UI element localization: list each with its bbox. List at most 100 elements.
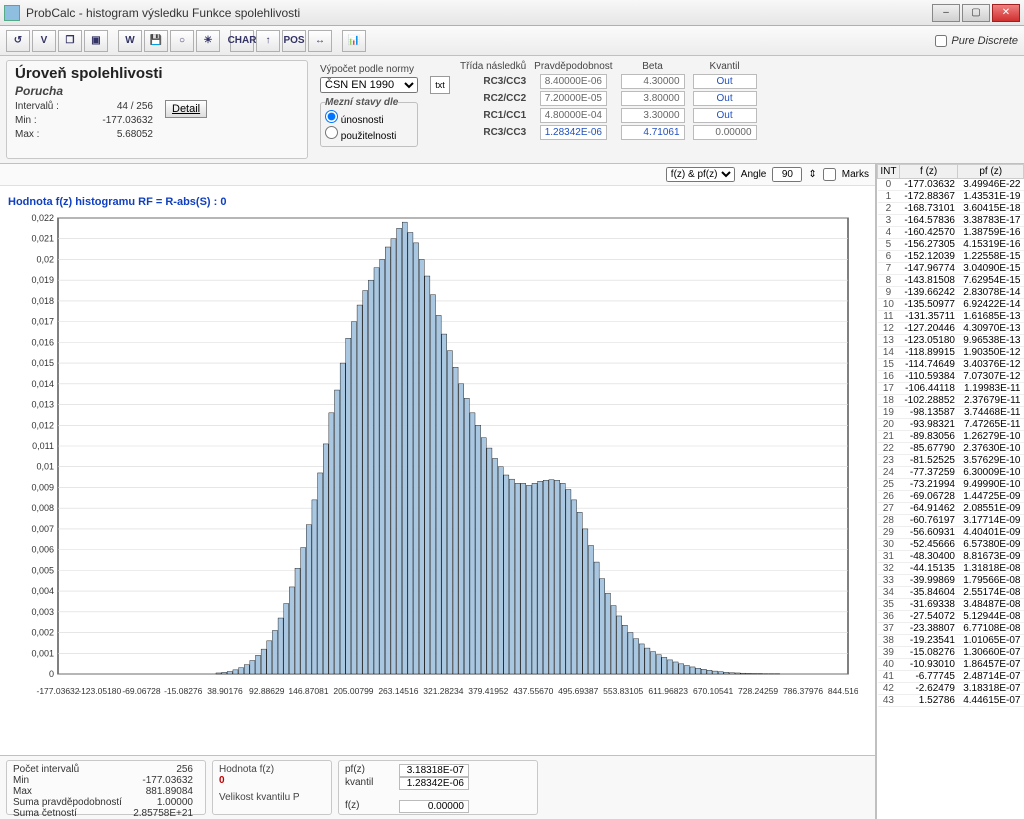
table-row[interactable]: 32-44.151351.31818E-08 bbox=[878, 563, 1024, 575]
svg-text:321.28234: 321.28234 bbox=[423, 686, 463, 696]
fz-output: 0.00000 bbox=[399, 800, 469, 813]
table-row[interactable]: 23-81.525253.57629E-10 bbox=[878, 455, 1024, 467]
table-row[interactable]: 22-85.677902.37630E-10 bbox=[878, 443, 1024, 455]
table-row[interactable]: 5-156.273054.15319E-16 bbox=[878, 239, 1024, 251]
detail-button[interactable]: Detail bbox=[165, 100, 207, 118]
table-row[interactable]: 29-56.609314.40401E-09 bbox=[878, 527, 1024, 539]
table-row[interactable]: 25-73.219949.49990E-10 bbox=[878, 479, 1024, 491]
table-row[interactable]: 41-6.777452.48714E-07 bbox=[878, 671, 1024, 683]
table-row[interactable]: 3-164.578363.38783E-17 bbox=[878, 215, 1024, 227]
close-button[interactable]: ✕ bbox=[992, 4, 1020, 22]
table-row[interactable]: 14-118.899151.90350E-12 bbox=[878, 347, 1024, 359]
svg-text:0,007: 0,007 bbox=[31, 524, 54, 534]
table-row[interactable]: 27-64.914622.08551E-09 bbox=[878, 503, 1024, 515]
table-row[interactable]: 4-160.425701.38759E-16 bbox=[878, 227, 1024, 239]
table-row[interactable]: 39-15.082761.30660E-07 bbox=[878, 647, 1024, 659]
table-row[interactable]: 15-114.746493.40376E-12 bbox=[878, 359, 1024, 371]
toolbar-button-5[interactable]: 💾 bbox=[144, 30, 168, 52]
chart-mode-select[interactable]: f(z) & pf(z) bbox=[666, 167, 735, 182]
pure-discrete-checkbox[interactable] bbox=[935, 35, 947, 47]
limit-states-fieldset: Mezní stavy dle únosnosti použitelnosti bbox=[320, 97, 418, 147]
toolbar-button-8[interactable]: CHAR bbox=[230, 30, 254, 52]
table-row[interactable]: 21-89.830561.26279E-10 bbox=[878, 431, 1024, 443]
table-row[interactable]: 13-123.051809.96538E-13 bbox=[878, 335, 1024, 347]
toolbar-button-4[interactable]: W bbox=[118, 30, 142, 52]
table-row[interactable]: 20-93.983217.47265E-11 bbox=[878, 419, 1024, 431]
table-row[interactable]: 16-110.593847.07307E-12 bbox=[878, 371, 1024, 383]
svg-text:0: 0 bbox=[49, 669, 54, 679]
window-title: ProbCalc - histogram výsledku Funkce spo… bbox=[26, 6, 932, 20]
table-row[interactable]: 42-2.624793.18318E-07 bbox=[878, 683, 1024, 695]
reliability-panel: Úroveň spolehlivosti Porucha Intervalů :… bbox=[6, 60, 308, 159]
table-row[interactable]: 18-102.288522.37679E-11 bbox=[878, 395, 1024, 407]
data-table-panel[interactable]: INTf (z)pf (z)0-177.036323.49946E-221-17… bbox=[876, 164, 1024, 819]
table-row[interactable]: 8-143.815087.62954E-15 bbox=[878, 275, 1024, 287]
table-row[interactable]: 6-152.120391.22558E-15 bbox=[878, 251, 1024, 263]
toolbar: ↺V❐▣W💾○☀CHAR↑POS↔📊 Pure Discrete bbox=[0, 26, 1024, 56]
svg-text:146.87081: 146.87081 bbox=[288, 686, 328, 696]
table-row[interactable]: 34-35.846042.55174E-08 bbox=[878, 587, 1024, 599]
toolbar-button-12[interactable]: 📊 bbox=[342, 30, 366, 52]
toolbar-button-10[interactable]: POS bbox=[282, 30, 306, 52]
svg-text:0,004: 0,004 bbox=[31, 586, 54, 596]
table-row[interactable]: 17-106.441181.19983E-11 bbox=[878, 383, 1024, 395]
svg-text:0,019: 0,019 bbox=[31, 275, 54, 285]
table-row[interactable]: 12-127.204464.30970E-13 bbox=[878, 323, 1024, 335]
svg-text:-177.03632: -177.03632 bbox=[36, 686, 79, 696]
table-row[interactable]: 11-131.357111.61685E-13 bbox=[878, 311, 1024, 323]
marks-label: Marks bbox=[842, 169, 869, 180]
svg-text:0,002: 0,002 bbox=[31, 628, 54, 638]
svg-text:0,018: 0,018 bbox=[31, 296, 54, 306]
table-row[interactable]: 0-177.036323.49946E-22 bbox=[878, 179, 1024, 191]
svg-text:379.41952: 379.41952 bbox=[468, 686, 508, 696]
table-row[interactable]: 38-19.235411.01065E-07 bbox=[878, 635, 1024, 647]
svg-text:263.14516: 263.14516 bbox=[378, 686, 418, 696]
table-row[interactable]: 9-139.662422.83078E-14 bbox=[878, 287, 1024, 299]
toolbar-button-9[interactable]: ↑ bbox=[256, 30, 280, 52]
angle-label: Angle bbox=[741, 169, 767, 180]
table-row[interactable]: 33-39.998691.79566E-08 bbox=[878, 575, 1024, 587]
toolbar-button-0[interactable]: ↺ bbox=[6, 30, 30, 52]
fz-panel: Hodnota f(z) 0 Velikost kvantilu P bbox=[212, 760, 332, 815]
toolbar-button-1[interactable]: V bbox=[32, 30, 56, 52]
table-row[interactable]: 28-60.761973.17714E-09 bbox=[878, 515, 1024, 527]
opt-pouzitelnosti[interactable] bbox=[325, 126, 338, 139]
svg-text:495.69387: 495.69387 bbox=[558, 686, 598, 696]
toolbar-button-3[interactable]: ▣ bbox=[84, 30, 108, 52]
chart-area: Hodnota f(z) histogramu RF = R-abs(S) : … bbox=[0, 186, 875, 755]
chart-toolbar: f(z) & pf(z) Angle ⇕ Marks bbox=[0, 164, 875, 186]
maximize-button[interactable]: ▢ bbox=[962, 4, 990, 22]
app-icon bbox=[4, 5, 20, 21]
opt-unosnosti[interactable] bbox=[325, 110, 338, 123]
norm-select[interactable]: ČSN EN 1990 bbox=[320, 77, 418, 93]
angle-spinner-icon[interactable]: ⇕ bbox=[808, 169, 816, 180]
angle-input[interactable] bbox=[772, 167, 802, 182]
config-panels: Úroveň spolehlivosti Porucha Intervalů :… bbox=[0, 56, 1024, 164]
class-table-panel: Třída následkůPravděpodobnostBetaKvantil… bbox=[456, 60, 761, 159]
table-row[interactable]: 2-168.731013.60415E-18 bbox=[878, 203, 1024, 215]
toolbar-button-7[interactable]: ☀ bbox=[196, 30, 220, 52]
toolbar-button-11[interactable]: ↔ bbox=[308, 30, 332, 52]
table-row[interactable]: 31-48.304008.81673E-09 bbox=[878, 551, 1024, 563]
fz-title: Hodnota f(z) bbox=[219, 764, 325, 775]
table-row[interactable]: 30-52.456666.57380E-09 bbox=[878, 539, 1024, 551]
svg-text:786.37976: 786.37976 bbox=[783, 686, 823, 696]
table-row[interactable]: 40-10.930101.86457E-07 bbox=[878, 659, 1024, 671]
table-row[interactable]: 24-77.372596.30009E-10 bbox=[878, 467, 1024, 479]
table-row[interactable]: 37-23.388076.77108E-08 bbox=[878, 623, 1024, 635]
table-row[interactable]: 26-69.067281.44725E-09 bbox=[878, 491, 1024, 503]
table-row[interactable]: 10-135.509776.92422E-14 bbox=[878, 299, 1024, 311]
table-row[interactable]: 431.527864.44615E-07 bbox=[878, 695, 1024, 707]
minimize-button[interactable]: – bbox=[932, 4, 960, 22]
table-row[interactable]: 19-98.135873.74468E-11 bbox=[878, 407, 1024, 419]
table-row[interactable]: 36-27.540725.12944E-08 bbox=[878, 611, 1024, 623]
pf-value: 3.18318E-07 bbox=[399, 764, 469, 777]
toolbar-button-2[interactable]: ❐ bbox=[58, 30, 82, 52]
txt-button[interactable]: txt bbox=[430, 76, 450, 94]
table-row[interactable]: 1-172.883671.43531E-19 bbox=[878, 191, 1024, 203]
table-row[interactable]: 35-31.693383.48487E-08 bbox=[878, 599, 1024, 611]
table-row[interactable]: 7-147.967743.04090E-15 bbox=[878, 263, 1024, 275]
toolbar-button-6[interactable]: ○ bbox=[170, 30, 194, 52]
marks-checkbox[interactable] bbox=[823, 168, 836, 181]
svg-text:-15.08276: -15.08276 bbox=[164, 686, 203, 696]
